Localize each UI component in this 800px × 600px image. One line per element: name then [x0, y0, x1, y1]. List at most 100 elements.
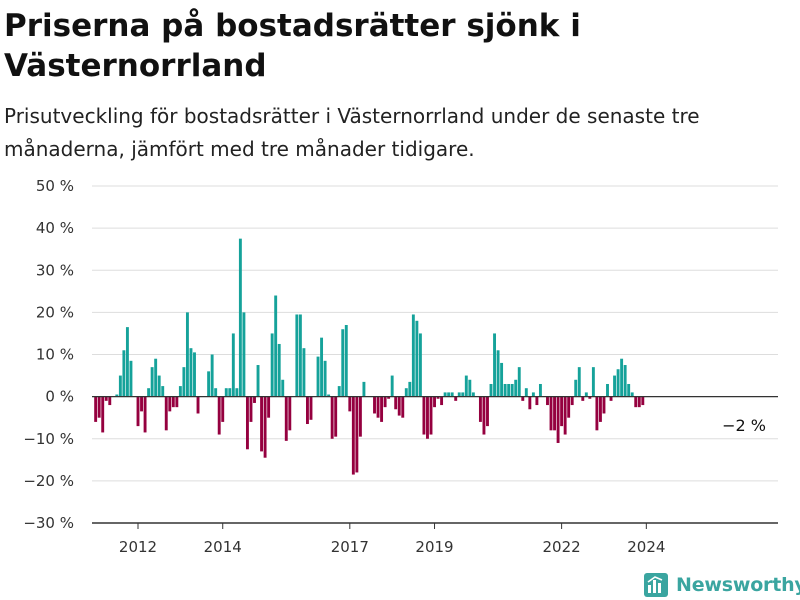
- bar: [355, 396, 359, 473]
- bar: [330, 396, 334, 439]
- bar: [450, 392, 454, 397]
- bar: [143, 396, 147, 433]
- bar: [521, 396, 525, 401]
- bar-chart: −30 % −20 % −10 % 0 % 10 % 20 % 30 % 40 % 50 % 20…: [23, 177, 778, 556]
- bar: [620, 358, 624, 397]
- bar: [637, 396, 641, 408]
- bar: [341, 329, 345, 397]
- y-tick-label: 10 %: [36, 346, 74, 364]
- chart-title: Priserna på bostadsrätter sjönk i Väster…: [4, 8, 581, 84]
- bar: [231, 333, 235, 397]
- bar: [140, 396, 143, 412]
- x-tick-label: 2024: [627, 538, 665, 556]
- bar: [567, 396, 571, 418]
- bar: [383, 396, 387, 408]
- bar: [500, 362, 504, 397]
- bar: [373, 396, 376, 414]
- bar: [104, 396, 108, 401]
- bar: [337, 386, 341, 397]
- newsworthy-icon: [644, 573, 668, 597]
- bar: [147, 388, 151, 397]
- bar: [362, 381, 366, 397]
- x-tick-label: 2019: [415, 538, 453, 556]
- bar: [563, 396, 567, 435]
- bar: [302, 348, 306, 397]
- bar: [168, 396, 172, 412]
- bar: [224, 388, 228, 397]
- bar: [595, 396, 599, 431]
- latest-value-label: −2 %: [722, 416, 766, 435]
- bar: [510, 383, 514, 397]
- bar: [415, 320, 419, 397]
- chart-subtitle: Prisutveckling för bostadsrätter i Väste…: [4, 104, 700, 161]
- bar: [588, 396, 592, 399]
- bar: [570, 396, 574, 406]
- bar: [316, 356, 320, 397]
- bar: [606, 383, 609, 397]
- bar: [602, 396, 606, 414]
- bar: [108, 396, 112, 406]
- bar: [242, 312, 246, 397]
- bar: [514, 379, 518, 397]
- bar: [256, 365, 260, 397]
- bar: [482, 396, 486, 435]
- bar: [157, 375, 161, 397]
- bar: [560, 396, 564, 427]
- y-tick-label: 40 %: [36, 219, 74, 237]
- bar: [118, 375, 122, 397]
- bar: [528, 396, 532, 410]
- bar: [630, 392, 634, 397]
- bar: [270, 333, 274, 397]
- bar: [306, 396, 309, 425]
- bar: [309, 396, 313, 420]
- bar: [471, 392, 475, 397]
- bar: [531, 392, 535, 397]
- bar: [295, 314, 299, 397]
- bar: [503, 383, 507, 397]
- bar: [228, 388, 232, 397]
- bar: [351, 396, 355, 475]
- x-tick-label: 2014: [204, 538, 242, 556]
- x-tick-label: 2022: [543, 538, 581, 556]
- bar: [401, 396, 405, 418]
- bar: [288, 396, 292, 431]
- bar: [553, 396, 556, 431]
- bar: [627, 383, 631, 397]
- bar: [584, 392, 588, 397]
- bar: [161, 386, 165, 397]
- bar: [115, 394, 119, 397]
- bar: [454, 396, 458, 401]
- bar: [97, 396, 101, 418]
- bar: [535, 396, 539, 406]
- bar: [284, 396, 288, 441]
- bar: [101, 396, 105, 433]
- bar: [249, 396, 253, 422]
- y-tick-label: 30 %: [36, 261, 74, 279]
- bar: [440, 396, 444, 406]
- bar: [277, 343, 281, 397]
- bar: [411, 314, 415, 397]
- bar: [122, 350, 126, 397]
- bar: [486, 396, 489, 427]
- x-tick-label: 2017: [331, 538, 369, 556]
- bar: [298, 314, 302, 397]
- y-tick-label: 0 %: [45, 388, 74, 406]
- bar: [327, 394, 331, 397]
- bar: [408, 381, 412, 397]
- bar: [274, 295, 278, 397]
- bar: [253, 396, 256, 403]
- bar: [524, 388, 528, 397]
- bar: [538, 383, 542, 397]
- bar: [517, 367, 521, 397]
- bar: [464, 375, 468, 397]
- bar: [418, 333, 422, 397]
- bar: [94, 396, 98, 422]
- bar: [574, 379, 578, 397]
- bar: [358, 396, 362, 437]
- brand-name: Newsworthy: [676, 574, 800, 596]
- y-tick-label: −20 %: [23, 472, 74, 490]
- bar: [613, 375, 617, 397]
- bar: [175, 396, 179, 408]
- bar: [623, 365, 627, 397]
- brand-logo: Newsworthy: [644, 570, 800, 600]
